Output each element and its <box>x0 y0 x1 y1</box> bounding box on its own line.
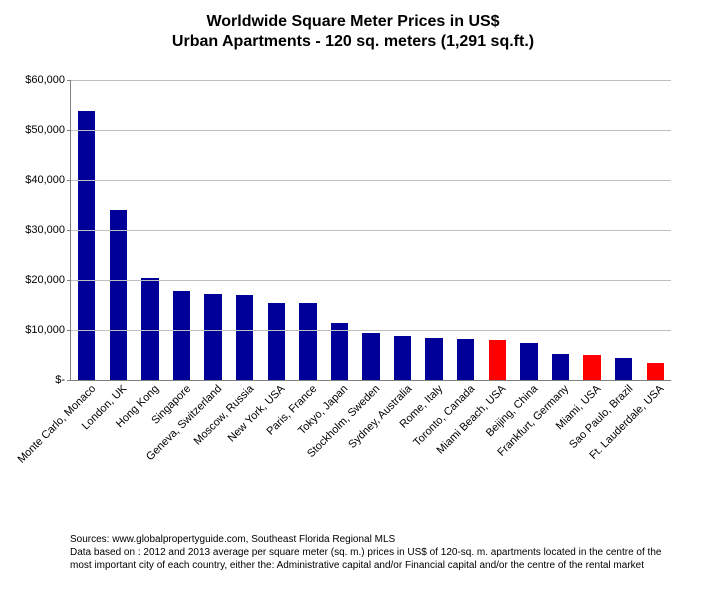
sources-line-2: Data based on : 2012 and 2013 average pe… <box>70 546 676 572</box>
y-tick-label: $40,000 <box>25 174 71 186</box>
bar <box>110 210 127 380</box>
y-tick-label: $10,000 <box>25 324 71 336</box>
sources-line-1: Sources: www.globalpropertyguide.com, So… <box>70 533 676 546</box>
bar <box>331 323 348 381</box>
bar <box>489 340 506 380</box>
bar <box>552 354 569 381</box>
chart-title-block: Worldwide Square Meter Prices in US$ Urb… <box>0 0 706 52</box>
y-tick-label: $50,000 <box>25 124 71 136</box>
sources-block: Sources: www.globalpropertyguide.com, So… <box>70 533 676 572</box>
bar <box>520 343 537 380</box>
bar <box>425 338 442 381</box>
plot-area: $-$10,000$20,000$30,000$40,000$50,000$60… <box>70 80 671 381</box>
grid-line <box>71 80 671 81</box>
chart-title: Worldwide Square Meter Prices in US$ <box>0 12 706 32</box>
bar <box>299 303 316 381</box>
bar <box>173 291 190 380</box>
y-tick-label: $60,000 <box>25 74 71 86</box>
bar <box>457 339 474 381</box>
chart-container: Worldwide Square Meter Prices in US$ Urb… <box>0 0 706 590</box>
grid-line <box>71 330 671 331</box>
bar <box>362 333 379 381</box>
y-tick-label: $20,000 <box>25 274 71 286</box>
grid-line <box>71 280 671 281</box>
bar <box>236 295 253 380</box>
y-tick-label: $30,000 <box>25 224 71 236</box>
bar <box>583 355 600 380</box>
bar <box>141 278 158 381</box>
bar <box>394 336 411 380</box>
bar <box>268 303 285 381</box>
grid-line <box>71 180 671 181</box>
bar <box>78 111 95 380</box>
bar <box>615 358 632 381</box>
grid-line <box>71 230 671 231</box>
bar <box>647 363 664 381</box>
grid-line <box>71 130 671 131</box>
bar <box>204 294 221 381</box>
chart-subtitle: Urban Apartments - 120 sq. meters (1,291… <box>0 32 706 52</box>
y-tick-label: $- <box>55 374 71 386</box>
